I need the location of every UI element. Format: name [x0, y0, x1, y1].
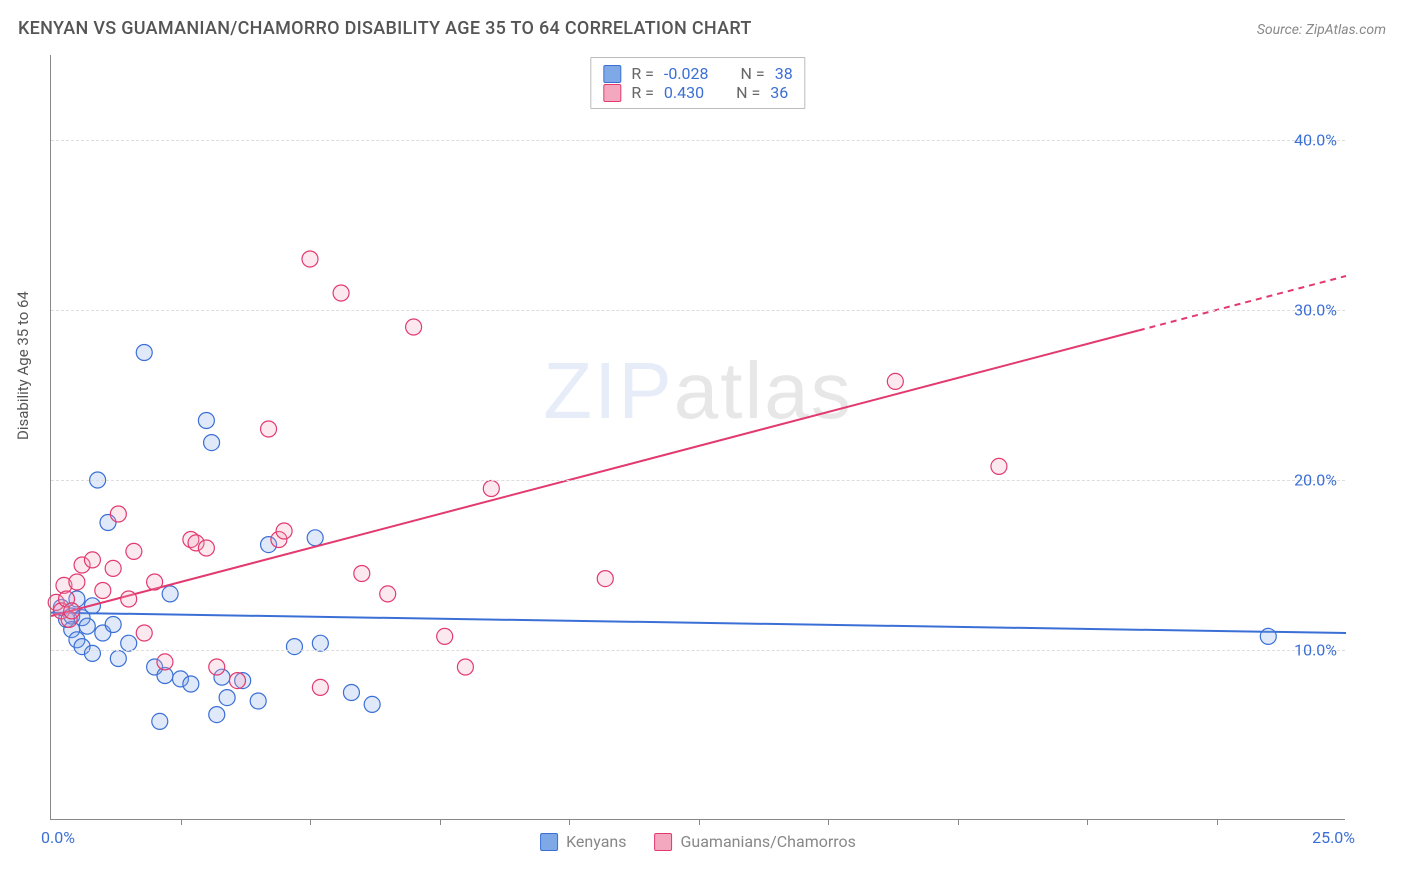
y-tick-label: 10.0%: [1294, 641, 1337, 660]
legend-item-guamanians: Guamanians/Chamorros: [654, 832, 855, 851]
x-tick: [181, 819, 182, 825]
scatter-point: [276, 523, 292, 539]
x-max-label: 25.0%: [1312, 828, 1355, 847]
scatter-point: [887, 373, 903, 389]
scatter-point: [312, 635, 328, 651]
x-origin-label: 0.0%: [41, 828, 75, 847]
scatter-point: [198, 540, 214, 556]
scatter-point: [204, 435, 220, 451]
scatter-point: [84, 645, 100, 661]
scatter-point: [157, 654, 173, 670]
n-value-guamanians: 36: [770, 83, 788, 102]
legend-label-kenyans: Kenyans: [566, 832, 626, 851]
scatter-point: [364, 696, 380, 712]
legend-series: Kenyans Guamanians/Chamorros: [540, 832, 856, 851]
scatter-point: [136, 625, 152, 641]
scatter-point: [354, 566, 370, 582]
x-tick: [828, 819, 829, 825]
scatter-point: [250, 693, 266, 709]
legend-stats-row-2: R = 0.430 N = 36: [603, 83, 792, 102]
scatter-point: [198, 413, 214, 429]
scatter-point: [302, 251, 318, 267]
legend-swatch-kenyans: [603, 65, 621, 83]
scatter-point: [457, 659, 473, 675]
scatter-point: [437, 628, 453, 644]
scatter-point: [183, 676, 199, 692]
scatter-point: [343, 685, 359, 701]
n-value-kenyans: 38: [775, 64, 793, 83]
scatter-point: [105, 617, 121, 633]
scatter-point: [84, 552, 100, 568]
x-tick: [569, 819, 570, 825]
r-value-guamanians: 0.430: [664, 83, 704, 102]
scatter-point: [991, 458, 1007, 474]
r-label-2: R =: [631, 83, 654, 102]
scatter-point: [79, 618, 95, 634]
y-axis-label: Disability Age 35 to 64: [14, 291, 32, 440]
scatter-point: [110, 506, 126, 522]
chart-plot-area: ZIPatlas R = -0.028 N = 38 R = 0.430 N =…: [50, 55, 1345, 820]
legend-swatch-kenyans-bottom: [540, 833, 558, 851]
scatter-point: [312, 679, 328, 695]
scatter-point: [105, 560, 121, 576]
y-tick-label: 20.0%: [1294, 471, 1337, 490]
scatter-point: [162, 586, 178, 602]
scatter-point: [147, 574, 163, 590]
scatter-point: [121, 591, 137, 607]
legend-stats: R = -0.028 N = 38 R = 0.430 N = 36: [590, 57, 805, 109]
n-label: N =: [741, 64, 765, 83]
scatter-point: [152, 713, 168, 729]
scatter-point: [333, 285, 349, 301]
legend-swatch-guamanians-bottom: [654, 833, 672, 851]
scatter-point: [483, 481, 499, 497]
y-tick-label: 40.0%: [1294, 131, 1337, 150]
x-tick: [1217, 819, 1218, 825]
r-label: R =: [631, 64, 654, 83]
y-tick-label: 30.0%: [1294, 301, 1337, 320]
r-value-kenyans: -0.028: [664, 64, 709, 83]
chart-title: KENYAN VS GUAMANIAN/CHAMORRO DISABILITY …: [18, 18, 752, 39]
scatter-point: [286, 639, 302, 655]
scatter-point: [1260, 628, 1276, 644]
gridline: [51, 310, 1345, 311]
x-tick: [958, 819, 959, 825]
scatter-point: [136, 345, 152, 361]
scatter-point: [209, 707, 225, 723]
legend-item-kenyans: Kenyans: [540, 832, 626, 851]
gridline: [51, 480, 1345, 481]
scatter-point: [597, 571, 613, 587]
x-tick: [440, 819, 441, 825]
gridline: [51, 650, 1345, 651]
scatter-point: [380, 586, 396, 602]
scatter-point: [219, 690, 235, 706]
scatter-point: [110, 651, 126, 667]
gridline: [51, 140, 1345, 141]
legend-label-guamanians: Guamanians/Chamorros: [680, 832, 855, 851]
scatter-point: [229, 673, 245, 689]
x-tick: [1087, 819, 1088, 825]
scatter-svg: [51, 55, 1345, 819]
scatter-point: [307, 530, 323, 546]
x-tick: [310, 819, 311, 825]
legend-stats-row-1: R = -0.028 N = 38: [603, 64, 792, 83]
scatter-point: [69, 574, 85, 590]
source-label: Source: ZipAtlas.com: [1257, 22, 1386, 38]
scatter-point: [95, 583, 111, 599]
scatter-point: [209, 659, 225, 675]
legend-swatch-guamanians: [603, 84, 621, 102]
n-label-2: N =: [736, 83, 760, 102]
scatter-point: [406, 319, 422, 335]
scatter-point: [126, 543, 142, 559]
scatter-point: [64, 603, 80, 619]
scatter-point: [261, 421, 277, 437]
scatter-point: [121, 635, 137, 651]
x-tick: [699, 819, 700, 825]
